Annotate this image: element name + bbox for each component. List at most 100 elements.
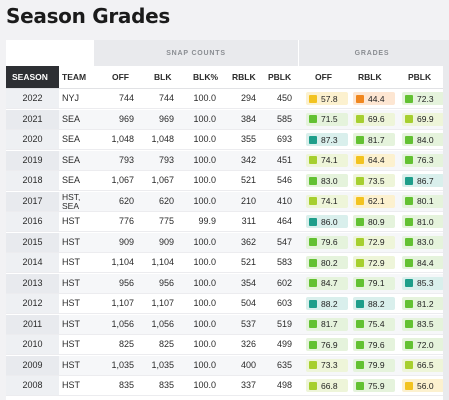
grade-color-icon (405, 217, 413, 226)
season-cell: 2008 (6, 376, 59, 395)
grade-off-badge: 86.0 (306, 215, 348, 228)
header-grade-off[interactable]: OFF (315, 72, 332, 82)
grade-off-badge: 57.8 (306, 92, 348, 105)
season-grades-table: SNAP COUNTS GRADES SEASON TEAM OFF BLK B… (6, 40, 449, 400)
pblk-snaps-cell: 546 (276, 175, 292, 185)
grade-color-icon (309, 197, 317, 205)
season-cell: 2016 (6, 212, 59, 231)
header-blk[interactable]: BLK (154, 72, 172, 82)
header-blk-pct[interactable]: BLK% (193, 72, 219, 82)
column-header-row: SEASON TEAM OFF BLK BLK% RBLK PBLK OFF R… (6, 66, 449, 89)
rblk-snaps-cell: 362 (240, 236, 256, 247)
blk-snaps-cell: 1,067 (151, 175, 174, 185)
grade-color-icon (309, 258, 317, 267)
grade-rblk-badge: 80.9 (353, 215, 395, 228)
team-cell: HST (62, 236, 80, 247)
grade-rblk-badge: 88.2 (353, 297, 395, 310)
grade-pblk-badge: 72.3 (402, 92, 444, 105)
table-row: 2020 SEA 1,048 1,048 100.0 355 693 87.3 81.7 84.0 (6, 130, 449, 150)
grade-value: 81.7 (321, 319, 338, 329)
grade-value: 81.2 (417, 298, 434, 309)
grade-value: 79.6 (368, 339, 385, 350)
grade-off-badge: 84.7 (306, 276, 348, 290)
season-cell: 2013 (6, 273, 59, 293)
grade-off-badge: 74.1 (306, 153, 348, 167)
team-cell: NYJ (62, 93, 80, 103)
grade-color-icon (405, 340, 413, 349)
off-snaps-cell: 835 (118, 380, 134, 390)
grade-color-icon (356, 94, 364, 103)
season-cell: 2009 (6, 355, 59, 375)
pblk-snaps-cell: 585 (276, 113, 292, 124)
header-season[interactable]: SEASON (6, 66, 59, 88)
grade-off-badge: 81.7 (306, 317, 348, 331)
team-cell: HST (62, 216, 80, 226)
grade-value: 72.9 (368, 237, 385, 247)
table-row: 2018 SEA 1,067 1,067 100.0 521 546 83.0 73.5 86.7 (6, 171, 449, 191)
grade-value: 66.5 (417, 360, 434, 370)
header-grade-pblk[interactable]: PBLK (408, 72, 432, 82)
grade-value: 75.9 (368, 380, 385, 391)
grade-value: 76.3 (417, 155, 434, 165)
grade-pblk-badge: 72.0 (402, 338, 444, 351)
blk-snaps-cell: 835 (158, 380, 174, 390)
grade-color-icon (405, 381, 413, 390)
team-cell: HST (62, 318, 80, 329)
grade-off-badge: 73.3 (306, 358, 348, 372)
pblk-snaps-cell: 498 (276, 380, 292, 390)
table-row: 2011 HST 1,056 1,056 100.0 537 519 81.7 75.4 83.5 (6, 314, 449, 335)
pblk-snaps-cell: 451 (276, 154, 292, 165)
grade-value: 64.4 (368, 155, 385, 165)
grade-value: 88.2 (368, 298, 385, 309)
group-snap-counts: SNAP COUNTS (94, 40, 298, 66)
grade-value: 73.3 (321, 360, 338, 370)
grade-off-badge: 66.8 (306, 379, 348, 392)
grade-value: 84.0 (417, 134, 434, 145)
grade-value: 83.5 (417, 319, 434, 329)
header-off[interactable]: OFF (112, 72, 129, 82)
grade-off-badge: 79.6 (306, 235, 348, 249)
team-cell: SEA (62, 113, 81, 124)
off-snaps-cell: 1,067 (111, 175, 134, 185)
season-cell: 2019 (6, 150, 59, 170)
grade-value: 62.1 (368, 196, 385, 206)
season-cell: 2012 (6, 294, 59, 313)
grade-color-icon (405, 299, 413, 308)
grade-value: 44.4 (368, 93, 385, 104)
table-row: 2015 HST 909 909 100.0 362 547 79.6 72.9 83.0 (6, 232, 449, 253)
off-snaps-cell: 776 (118, 216, 134, 226)
grade-color-icon (356, 217, 364, 226)
grade-rblk-badge: 44.4 (353, 92, 395, 105)
blk-pct-cell: 100.0 (193, 257, 216, 267)
grade-pblk-badge: 81.2 (402, 297, 444, 310)
blk-pct-cell: 100.0 (193, 318, 216, 329)
grade-pblk-badge: 85.3 (402, 276, 444, 290)
rblk-snaps-cell: 521 (240, 175, 256, 185)
grade-value: 73.5 (368, 175, 385, 186)
header-pblk[interactable]: PBLK (268, 72, 292, 82)
off-snaps-cell: 620 (118, 195, 134, 206)
grade-value: 79.9 (368, 360, 385, 370)
off-snaps-cell: 909 (118, 236, 134, 247)
team-cell: HST (62, 380, 80, 390)
header-team[interactable]: TEAM (62, 72, 87, 82)
grade-color-icon (309, 176, 317, 185)
blk-snaps-cell: 956 (158, 277, 174, 288)
team-cell: HST (62, 339, 80, 349)
header-rblk[interactable]: RBLK (232, 72, 256, 82)
grade-value: 74.1 (321, 155, 338, 165)
team-cell: HST (62, 277, 80, 288)
grade-pblk-badge: 66.5 (402, 358, 444, 372)
grade-color-icon (309, 115, 317, 123)
page-title: Season Grades (6, 4, 170, 28)
header-season-label: SEASON (12, 72, 48, 82)
blk-pct-cell: 100.0 (193, 154, 216, 165)
rblk-snaps-cell: 537 (240, 318, 256, 329)
grade-color-icon (309, 135, 317, 144)
grade-color-icon (356, 381, 364, 390)
rblk-snaps-cell: 400 (240, 359, 256, 370)
header-grade-rblk[interactable]: RBLK (358, 72, 382, 82)
grade-value: 81.7 (368, 134, 385, 145)
grade-value: 72.9 (368, 257, 385, 268)
grade-rblk-badge: 79.6 (353, 338, 395, 351)
